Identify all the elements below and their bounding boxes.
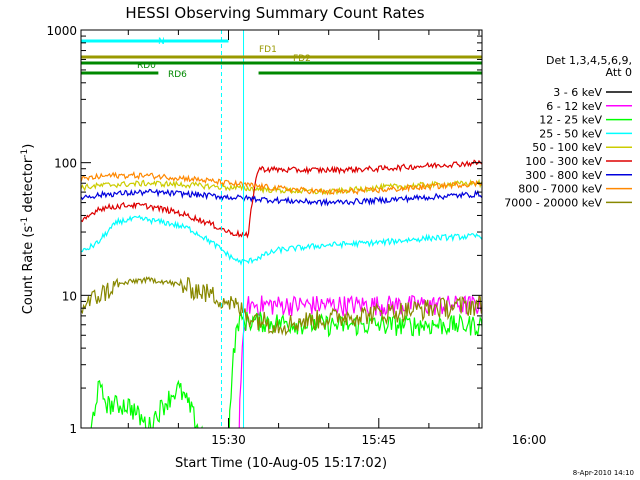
series-line-4 [81,178,482,196]
y-axis-ticks: 1 10 100 1000 [46,24,482,436]
series-line-1 [238,294,482,428]
flag-label-n: N [158,37,165,47]
legend-label-4: 50 - 100 keV [532,141,602,154]
flag-label-rd6: RD6 [168,70,187,80]
y-tick-label: 1 [69,422,77,436]
x-axis-label: Start Time (10-Aug-05 15:17:02) [175,456,387,471]
y-tick-label: 100 [54,157,77,171]
x-tick-label: 16:00 [512,433,547,447]
flag-label-fd1: FD1 [259,45,277,55]
series-line-3 [81,214,482,266]
y-axis-label-sup1: -1 [20,217,30,226]
chart-title: HESSI Observing Summary Count Rates [125,4,424,22]
y-axis-label-end: ) [21,144,36,149]
legend-label-8: 7000 - 20000 keV [504,196,602,209]
legend-header-1: Att 0 [606,66,632,79]
legend-label-7: 800 - 7000 keV [518,183,602,196]
legend-label-0: 3 - 6 keV [553,86,602,99]
flag-label-fd2: FD2 [293,54,311,64]
x-tick-label: 15:45 [361,433,396,447]
y-axis-label-main: Count Rate (s [21,226,36,315]
y-tick-label: 1000 [46,24,77,38]
series-line-7 [81,171,482,196]
series-line-6 [81,188,482,207]
legend-header-0: Det 1,3,4,5,6,9, [546,54,632,67]
y-axis-label-sup2: -1 [20,149,30,158]
series-line-5 [81,159,482,239]
legend-label-1: 6 - 12 keV [546,100,602,113]
legend-label-2: 12 - 25 keV [539,114,602,127]
y-tick-label: 10 [62,289,77,303]
plot-content [81,30,482,428]
legend-label-3: 25 - 50 keV [539,127,602,140]
y-axis-label: Count Rate (s-1 detector-1) [20,144,36,315]
legend-label-6: 300 - 800 keV [525,169,602,182]
legend-label-5: 100 - 300 keV [525,155,602,168]
flag-label-rd0: RD0 [137,61,156,71]
series-line-8 [81,276,482,337]
plot-area: N FD1 FD2 RD0 RD6 [81,30,482,428]
plot-frame [80,29,483,429]
timestamp: 8-Apr-2010 14:10 [573,469,634,477]
x-tick-label: 15:30 [211,433,246,447]
y-axis-label-mid: detector [21,157,36,217]
